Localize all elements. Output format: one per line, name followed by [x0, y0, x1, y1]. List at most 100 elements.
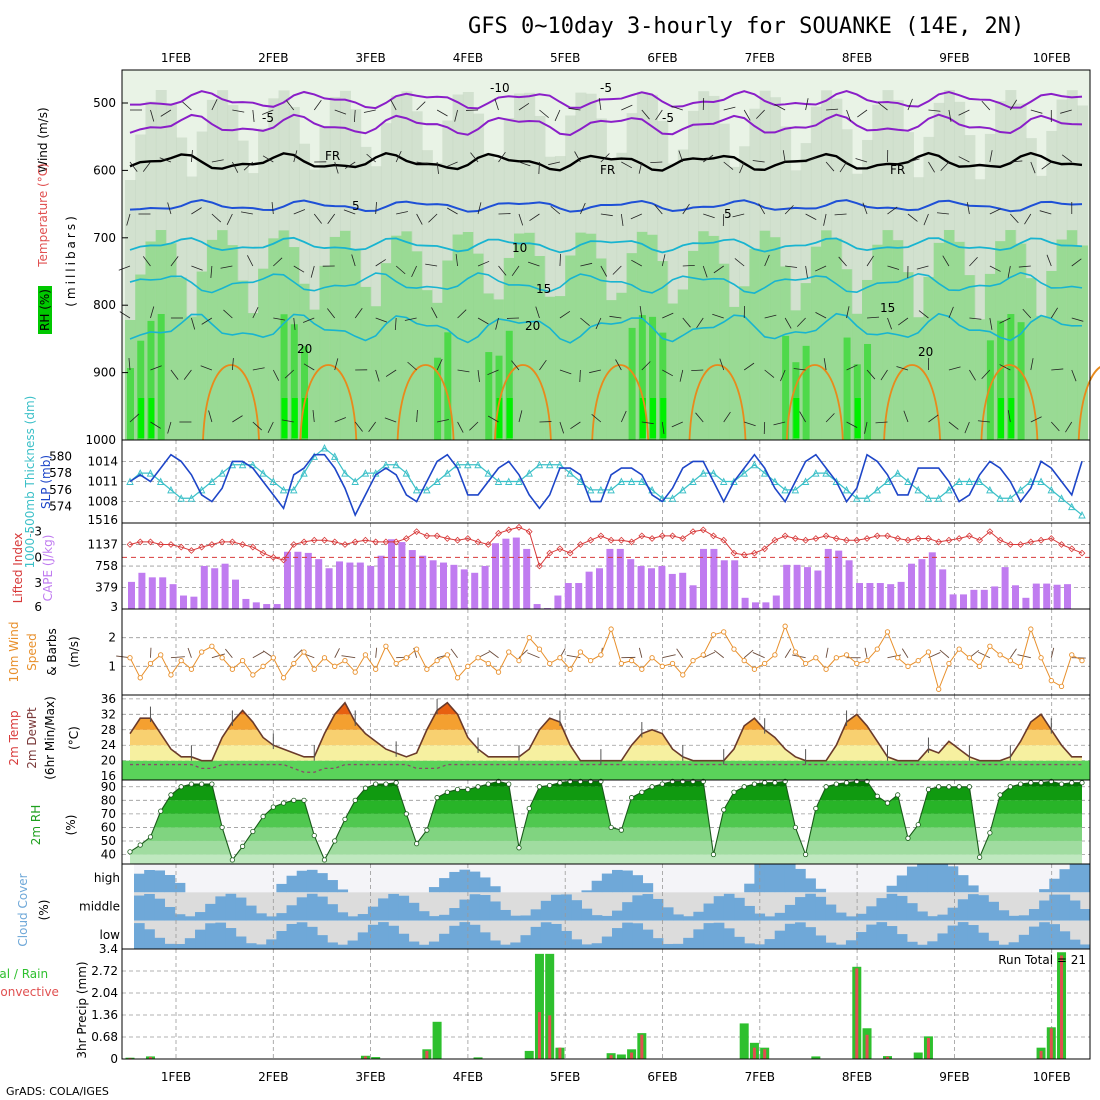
wind-barb — [191, 317, 196, 330]
wind10-point — [864, 657, 870, 664]
cloud-cell — [134, 873, 145, 893]
wind-barb — [928, 414, 939, 423]
wind-barb — [719, 358, 725, 371]
rh2m-point — [1079, 780, 1085, 786]
cape-bar — [648, 568, 655, 609]
top-date-label: 2FEB — [258, 51, 288, 65]
wind-barb — [682, 264, 695, 267]
cape-bar — [928, 552, 936, 609]
y-tick-label: 0 — [110, 1052, 118, 1066]
y-tick-label: 578 — [49, 466, 72, 480]
wind-barb — [252, 421, 263, 431]
wind-barb — [1010, 160, 1023, 163]
rh2m-point — [393, 780, 399, 786]
li-point — [996, 536, 1004, 544]
cloud-cell — [428, 941, 440, 949]
wind-barb — [1022, 308, 1032, 319]
rh-column — [851, 173, 863, 440]
thickness-point — [812, 469, 820, 477]
wind-barb — [375, 259, 386, 267]
li-point — [966, 532, 973, 540]
wind10-barb — [170, 656, 185, 659]
thickness-point — [1057, 494, 1066, 502]
cloud-cell — [449, 908, 460, 921]
thickness-point — [300, 469, 308, 477]
wind-barb — [363, 109, 376, 113]
wind-barb — [559, 310, 571, 319]
wind-barb — [511, 360, 520, 371]
wind10-barb — [488, 650, 499, 659]
wind-barb — [498, 151, 506, 163]
cape-bar — [388, 539, 395, 609]
li-point — [1058, 541, 1065, 548]
wind-barb — [1071, 258, 1082, 267]
wind10-point — [751, 666, 758, 672]
wind-barb — [600, 153, 610, 163]
rh-column — [802, 345, 810, 440]
wind10-point — [782, 623, 788, 629]
rh2m-point — [188, 781, 195, 787]
bottom-date-label: 6FEB — [647, 1070, 677, 1084]
cape-bar — [398, 542, 406, 609]
rh2m-point — [813, 805, 819, 812]
cloud-cell — [632, 923, 644, 949]
wind-barb — [384, 417, 397, 423]
upper-units-label: (millibars) — [64, 213, 78, 307]
rh-column — [473, 253, 485, 440]
wind-barb — [344, 161, 356, 169]
cloud-cell — [1059, 894, 1071, 921]
wind-barb — [679, 369, 684, 382]
cloud-cell — [256, 913, 267, 921]
wind10-point — [874, 646, 880, 652]
rh2m-point — [280, 800, 287, 806]
cape-bar — [960, 594, 967, 609]
wind10-barb — [901, 648, 909, 658]
wind10-point — [475, 655, 481, 661]
rh2m-point — [1017, 781, 1024, 787]
wind-barb — [404, 317, 417, 321]
wind-barb — [580, 262, 593, 267]
wind-barb — [732, 213, 745, 218]
rh-column — [708, 235, 720, 440]
wind-barb — [825, 413, 835, 423]
wind-barb — [477, 202, 482, 215]
wind-barb — [898, 317, 909, 326]
rh-column — [782, 335, 790, 440]
cloud-cell — [835, 944, 847, 949]
cape-bar — [377, 555, 385, 609]
thickness-point — [668, 494, 677, 502]
cloud-level-label: middle — [79, 900, 120, 914]
thickness-point — [791, 485, 800, 494]
precip-conv-bar — [609, 1055, 613, 1059]
wind-barb — [782, 150, 786, 163]
cape-bar — [949, 594, 957, 609]
cloud-cell — [479, 877, 491, 893]
cloud-cell — [612, 928, 623, 949]
cape-bar — [658, 565, 666, 609]
cape-bar — [804, 567, 811, 609]
rh-column — [319, 265, 331, 440]
wind10-point — [321, 655, 328, 661]
li-point — [976, 536, 984, 544]
wind-barb — [758, 203, 766, 215]
wind10-point — [291, 660, 297, 667]
cape-bar — [710, 548, 718, 609]
li-point — [597, 532, 605, 540]
cape-bar — [856, 583, 863, 609]
cape-bar — [304, 552, 312, 609]
contour-temp-25 — [688, 364, 747, 441]
rh-column — [258, 268, 270, 440]
y-tick-label: 50 — [101, 834, 116, 848]
thickness-point — [730, 477, 738, 485]
cloud-cell — [418, 911, 430, 921]
li-point — [873, 532, 881, 540]
cloud-cell — [550, 894, 562, 921]
cloud-cell — [774, 864, 786, 893]
rh-column — [628, 327, 636, 440]
wind-barb — [723, 106, 736, 111]
cloud-cell — [856, 913, 867, 921]
cape-bar — [460, 569, 468, 609]
rh-column — [329, 236, 341, 440]
wind-barb — [142, 161, 151, 172]
wind-barb — [385, 369, 397, 377]
